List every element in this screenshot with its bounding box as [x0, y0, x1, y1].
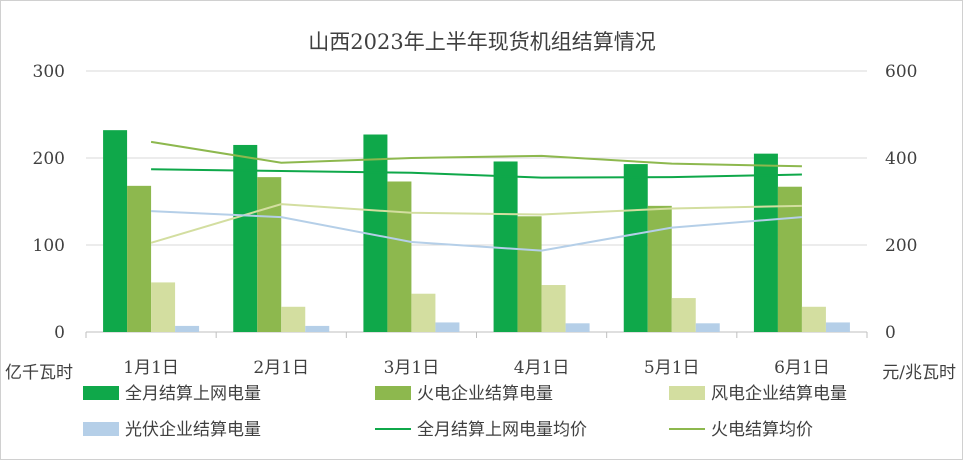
legend-label: 火电企业结算电量	[417, 384, 553, 404]
legend-label: 全月结算上网电量	[125, 384, 261, 404]
bar	[175, 325, 200, 332]
bar	[647, 205, 672, 332]
x-tick-label: 1月1日	[123, 358, 179, 378]
right-tick-label: 600	[885, 62, 917, 82]
bar	[103, 130, 128, 332]
bar	[825, 322, 850, 332]
bar	[695, 323, 720, 332]
x-tick-label: 6月1日	[774, 358, 830, 378]
chart-title: 山西2023年上半年现货机组结算情况	[308, 30, 655, 54]
bar	[565, 323, 590, 332]
legend-swatch	[83, 422, 119, 436]
bars	[103, 130, 850, 332]
lines	[150, 140, 802, 252]
bar	[517, 216, 542, 332]
x-tick-label: 3月1日	[384, 358, 440, 378]
bar	[435, 322, 460, 332]
bar	[151, 282, 176, 332]
legend-swatch	[375, 386, 411, 400]
bar	[257, 177, 282, 332]
right-tick-label: 400	[885, 149, 917, 169]
bar	[777, 186, 802, 332]
x-tick-label: 5月1日	[644, 358, 700, 378]
series-line	[151, 210, 802, 252]
legend-label: 风电企业结算电量	[711, 384, 847, 404]
bar	[305, 325, 330, 332]
legend-label: 光伏企业结算电量	[125, 420, 261, 440]
bar	[753, 153, 778, 332]
bar	[411, 293, 436, 332]
series-line	[150, 203, 802, 244]
left-tick-label: 0	[54, 323, 65, 343]
right-tick-label: 0	[885, 323, 896, 343]
x-tick-label: 2月1日	[253, 358, 309, 378]
bar	[541, 285, 566, 332]
bar	[233, 144, 258, 332]
x-tick-label: 4月1日	[514, 358, 570, 378]
left-tick-label: 200	[33, 149, 65, 169]
left-tick-label: 100	[33, 236, 65, 256]
legend-swatch	[83, 386, 119, 400]
bar	[387, 181, 412, 332]
legend-label: 火电结算均价	[711, 420, 813, 440]
axis-labels: 0 0 100 200 200 400 300 600 1月1日 2月1日 3月1日 4月1日 5月1日…	[33, 62, 918, 378]
gridlines	[85, 70, 868, 338]
series-line	[151, 168, 802, 179]
legend-swatch	[669, 386, 705, 400]
series-line	[150, 140, 802, 168]
left-axis-unit: 亿千瓦时	[5, 363, 73, 383]
bar	[623, 164, 648, 332]
bar	[281, 306, 306, 332]
legend-label: 全月结算上网电量均价	[417, 420, 587, 440]
left-tick-label: 300	[33, 62, 65, 82]
bar	[671, 298, 696, 332]
right-tick-label: 200	[885, 236, 917, 256]
bar	[127, 185, 152, 332]
right-axis-unit: 元/兆瓦时	[882, 363, 956, 383]
bar	[801, 306, 826, 332]
